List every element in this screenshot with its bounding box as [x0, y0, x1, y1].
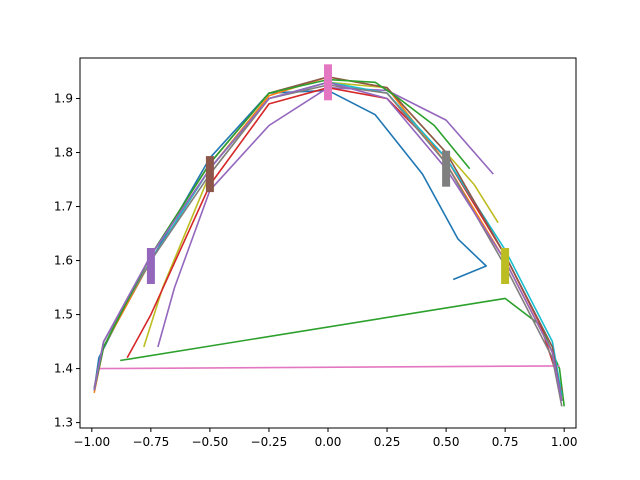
x-tick-label-5: 0.00: [315, 435, 342, 449]
x-tick-label-4: −0.25: [251, 435, 288, 449]
x-axis: −1.00 −0.75 −0.50 −0.25 0.00 0.25 0.50 0.75 1.00: [73, 428, 578, 449]
y-tick-label-4: 1.6: [54, 254, 73, 268]
series-line-11: [93, 78, 471, 391]
x-tick-label-6: 0.25: [374, 435, 401, 449]
y-axis: 1.3 1.4 1.5 1.6 1.7 1.8 1.9: [54, 92, 80, 430]
x-tick-label-3: −0.50: [192, 435, 229, 449]
x-tick-label-2: −0.75: [132, 435, 169, 449]
marker-5: [501, 248, 510, 284]
x-tick-label-1: −1.00: [73, 435, 110, 449]
x-tick-label-9: 1.00: [551, 435, 578, 449]
x-tick-label-8: 0.75: [492, 435, 519, 449]
series-line-4: [157, 86, 494, 348]
marker-3: [324, 64, 332, 101]
y-tick-label-7: 1.9: [54, 92, 73, 106]
series-line-3: [98, 365, 560, 370]
y-tick-label-5: 1.7: [54, 200, 73, 214]
marker-1: [146, 248, 155, 284]
y-tick-label-2: 1.4: [54, 362, 73, 376]
series-line-2: [120, 297, 565, 407]
series-line-10: [93, 84, 563, 407]
x-tick-label-7: 0.50: [433, 435, 460, 449]
plot-area: [93, 64, 565, 407]
marker-2: [205, 156, 214, 193]
y-tick-label-3: 1.5: [54, 308, 73, 322]
y-tick-label-1: 1.3: [54, 416, 73, 430]
series-line-1: [93, 89, 488, 391]
y-tick-label-6: 1.8: [54, 146, 73, 160]
marker-4: [442, 150, 451, 187]
